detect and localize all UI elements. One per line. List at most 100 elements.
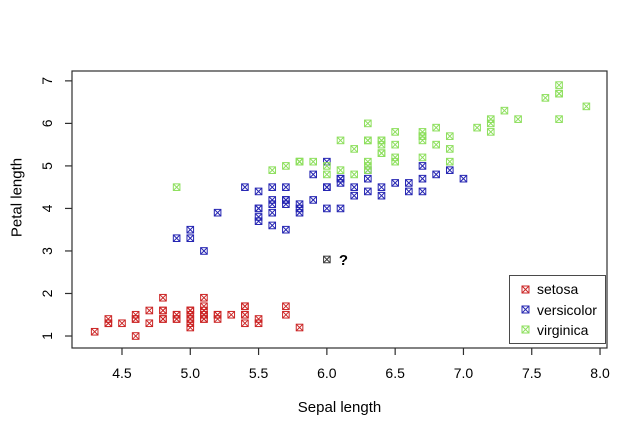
- data-point-versicolor: [186, 234, 195, 243]
- unknown-point-group: ?: [323, 252, 348, 269]
- data-point-versicolor: [418, 187, 427, 196]
- data-point-setosa: [118, 319, 126, 328]
- data-point-setosa: [213, 310, 222, 319]
- data-point-versicolor: [172, 234, 181, 243]
- legend-item-label: setosa: [537, 281, 579, 298]
- unknown-data-point: [323, 255, 331, 264]
- legend-item-label: versicolor: [537, 301, 597, 318]
- data-point-setosa: [186, 315, 195, 323]
- data-point-versicolor: [405, 179, 413, 187]
- data-point-setosa: [159, 293, 167, 302]
- x-tick-label: 5.0: [181, 365, 201, 381]
- data-point-versicolor: [309, 170, 318, 179]
- legend: setosa versicolor virginica: [509, 275, 606, 344]
- data-point-virginica: [418, 153, 427, 162]
- data-point-versicolor: [254, 204, 263, 213]
- data-point-virginica: [391, 153, 399, 162]
- data-point-versicolor: [459, 174, 468, 183]
- x-tick-label: 7.0: [454, 365, 474, 381]
- y-tick-label: 6: [39, 119, 55, 127]
- series-virginica: [172, 81, 591, 191]
- y-tick-label: 2: [39, 289, 55, 297]
- data-point-versicolor: [364, 187, 372, 196]
- x-tick-label: 6.0: [317, 365, 337, 381]
- y-tick-label: 4: [39, 204, 55, 212]
- data-point-virginica: [172, 183, 181, 191]
- data-point-versicolor: [254, 217, 263, 225]
- data-point-virginica: [555, 89, 563, 98]
- data-point-versicolor: [336, 179, 345, 187]
- data-point-virginica: [432, 140, 440, 149]
- data-point-setosa: [241, 302, 249, 311]
- y-axis: 1 2 3 4 5 6 7: [39, 77, 72, 340]
- data-point-versicolor: [309, 196, 318, 204]
- legend-marker-icon: [521, 305, 530, 314]
- data-point-setosa: [172, 315, 181, 323]
- data-point-virginica: [309, 157, 318, 166]
- y-axis-title: Petal length: [8, 157, 26, 238]
- data-point-versicolor: [418, 174, 427, 183]
- y-tick-label: 7: [39, 77, 55, 85]
- data-point-versicolor: [377, 191, 386, 200]
- data-point-virginica: [514, 115, 522, 123]
- data-point-virginica: [282, 162, 290, 170]
- x-axis: 4.5 5.0 5.5 6.0 6.5 7.0 7.5 8.0: [112, 348, 610, 381]
- data-point-virginica: [445, 145, 454, 153]
- data-point-setosa: [282, 302, 290, 311]
- data-point-virginica: [418, 132, 427, 140]
- data-point-versicolor: [323, 183, 331, 191]
- x-tick-label: 5.5: [249, 365, 269, 381]
- data-point-versicolor: [200, 247, 208, 255]
- data-point-setosa: [159, 315, 167, 323]
- data-point-setosa: [104, 319, 113, 328]
- data-point-virginica: [364, 119, 372, 128]
- data-point-versicolor: [323, 204, 331, 213]
- data-point-versicolor: [350, 183, 358, 191]
- data-point-versicolor: [377, 183, 386, 191]
- data-point-virginica: [486, 119, 495, 128]
- data-point-virginica: [391, 128, 399, 136]
- data-point-virginica: [364, 162, 372, 170]
- x-tick-label: 8.0: [590, 365, 610, 381]
- data-point-setosa: [131, 315, 140, 323]
- x-tick-label: 7.5: [522, 365, 542, 381]
- plot-box: [71, 70, 608, 349]
- data-point-versicolor: [254, 187, 263, 196]
- data-point-virginica: [377, 149, 386, 157]
- data-point-virginica: [323, 170, 331, 179]
- legend-marker-icon: [521, 325, 530, 334]
- y-tick-label: 3: [39, 247, 55, 255]
- data-point-versicolor: [405, 187, 413, 196]
- data-point-setosa: [241, 310, 249, 319]
- data-point-versicolor: [213, 208, 222, 217]
- data-point-versicolor: [432, 170, 440, 179]
- x-tick-label: 6.5: [385, 365, 405, 381]
- data-point-virginica: [268, 166, 277, 174]
- data-point-setosa: [295, 323, 304, 332]
- data-point-versicolor: [282, 200, 290, 208]
- data-point-setosa: [200, 293, 208, 302]
- y-tick-label: 5: [39, 162, 55, 170]
- data-point-versicolor: [295, 204, 304, 213]
- data-point-versicolor: [418, 162, 427, 170]
- data-point-versicolor: [282, 183, 290, 191]
- data-point-virginica: [364, 136, 372, 145]
- data-point-setosa: [282, 310, 290, 319]
- x-tick-label: 4.5: [112, 365, 132, 381]
- data-point-virginica: [445, 157, 454, 166]
- data-point-setosa: [159, 306, 167, 315]
- data-point-virginica: [350, 145, 358, 153]
- data-point-virginica: [350, 170, 358, 179]
- data-point-virginica: [500, 106, 509, 115]
- legend-item-setosa: setosa: [521, 282, 605, 296]
- data-point-virginica: [555, 115, 563, 123]
- unknown-point-label: ?: [339, 252, 348, 269]
- y-tick-label: 1: [39, 332, 55, 340]
- data-point-versicolor: [268, 221, 277, 230]
- data-point-versicolor: [282, 225, 290, 234]
- data-point-virginica: [323, 162, 331, 170]
- data-point-virginica: [295, 157, 304, 166]
- data-point-virginica: [391, 140, 399, 149]
